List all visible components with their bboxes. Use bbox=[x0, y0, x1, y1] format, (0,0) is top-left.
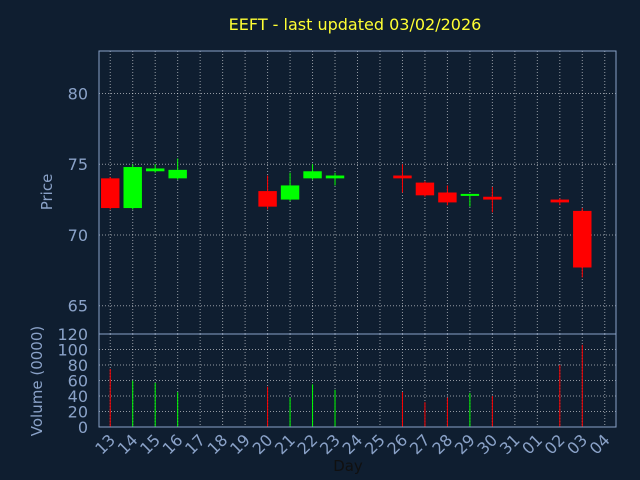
price-axis-label: Price bbox=[38, 174, 56, 211]
candle-body bbox=[438, 192, 457, 203]
price-tick-label: 80 bbox=[68, 84, 88, 103]
volume-tick-label: 80 bbox=[68, 356, 88, 375]
candles bbox=[101, 158, 592, 278]
candle-body bbox=[550, 199, 570, 203]
volume-tick-label: 100 bbox=[57, 341, 88, 360]
price-tick-label: 65 bbox=[68, 297, 88, 316]
volume-plot-frame bbox=[98, 333, 617, 428]
price-y-ticks: 65 70 75 80 bbox=[68, 84, 88, 315]
candle-body bbox=[415, 182, 435, 196]
candle-body bbox=[280, 185, 300, 200]
price-tick-label: 75 bbox=[68, 155, 88, 174]
price-tick-label: 70 bbox=[68, 226, 88, 245]
candle-body bbox=[101, 178, 120, 209]
volume-tick-label: 20 bbox=[68, 403, 88, 422]
candle-body bbox=[145, 168, 165, 172]
volume-tick-label: 120 bbox=[57, 325, 88, 344]
x-axis-ticks: 1314151617181920212223242526272829303101… bbox=[91, 430, 613, 458]
candle-body bbox=[573, 210, 592, 268]
volume-bars bbox=[109, 344, 583, 427]
candle-body bbox=[393, 175, 412, 179]
volume-tick-label: 60 bbox=[68, 372, 88, 391]
candle-body bbox=[258, 191, 277, 207]
candle-body bbox=[483, 196, 502, 200]
candle-body bbox=[123, 167, 142, 209]
chart-title: EEFT - last updated 03/02/2026 bbox=[229, 15, 482, 34]
volume-tick-label: 40 bbox=[68, 387, 88, 406]
volume-grid bbox=[99, 334, 616, 427]
candle-body bbox=[303, 171, 322, 179]
candle-body bbox=[325, 175, 345, 179]
volume-axis-label: Volume (0000) bbox=[28, 326, 46, 436]
candle-body bbox=[460, 193, 480, 196]
x-axis-label: Day bbox=[333, 457, 363, 475]
volume-tick-label: 0 bbox=[78, 418, 88, 437]
candle-body bbox=[168, 169, 187, 179]
